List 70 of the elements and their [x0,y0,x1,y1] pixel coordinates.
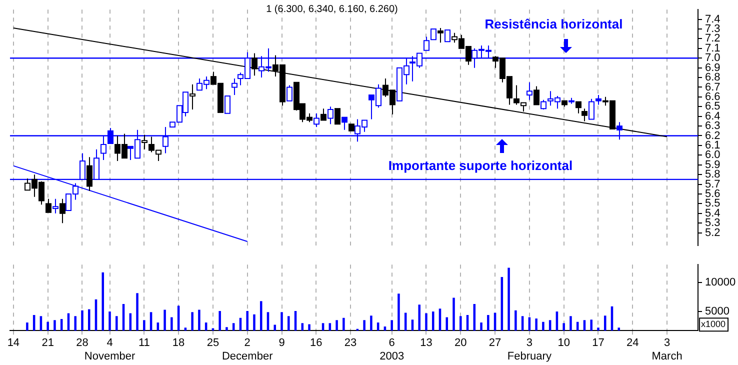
x-tick-label: 20 [454,337,467,350]
x-tick-label: 14 [7,337,20,350]
candlestick [596,94,602,106]
candlestick [342,116,348,130]
candlestick [430,28,436,40]
y-tick-label: 7.2 [705,32,720,45]
y-tick-label: 5.3 [705,217,720,230]
y-tick-label: 7.1 [705,42,720,54]
candlestick [46,198,52,213]
candlestick [540,99,546,110]
x-tick-label: 18 [172,337,185,350]
candlestick [582,108,588,122]
x-tick-label: 3 March [652,337,682,362]
y-tick-label: 6.4 [705,110,720,122]
candlestick [52,198,58,214]
y-axis-title: x1000 [701,319,726,330]
x-tick-label: 28 [76,337,88,350]
y-tick-label: 6.9 [705,62,720,74]
annotation: Importante suporte horizontal [388,158,573,173]
y-tick-label: 5.7 [705,178,720,190]
x-tick-label: 10 [558,337,570,350]
candlestick [224,95,230,114]
candlestick [60,198,66,224]
candlestick [86,156,92,192]
candlestick [588,98,594,120]
x-tick-label: 9 [278,337,285,350]
candlestick [232,78,238,96]
y-tick-label: 6.0 [705,149,720,162]
candlestick [534,86,540,106]
candlestick [334,108,340,125]
y-tick-label: 5.9 [705,158,720,171]
candlestick [286,84,292,102]
y-tick-label: 6.3 [705,120,720,132]
x-tick-label: 3 February [507,337,552,362]
candlestick [424,36,430,51]
chart-title: 1 (6.300, 6.340, 6.160, 6.260) [266,4,398,15]
candlestick [314,112,320,128]
y-tick-label: 6.6 [705,90,720,103]
x-tick-label: 21 [42,337,54,350]
y-tick-label: 10000 [705,276,736,288]
x-tick-label: 17 [592,337,604,350]
x-tick-label: 16 [310,337,322,350]
x-tick-label: 6 2003 [380,337,404,362]
y-tick-label: 6.1 [705,139,720,152]
y-tick-label: 6.5 [705,100,720,113]
y-tick-label: 5.4 [705,207,720,220]
x-tick-label: 24 [626,337,639,350]
y-tick-label: 6.8 [705,72,720,84]
x-tick-label: 2 December [222,337,274,362]
candlestick [526,82,532,100]
y-tick-label: 5.2 [705,226,720,239]
candlestick [252,52,258,76]
x-tick-label: 27 [488,337,502,350]
candlestick [576,101,582,114]
y-tick-label: 7.0 [705,52,720,64]
y-tick-label: 5.6 [705,188,720,200]
x-tick-label: 13 [420,337,432,350]
x-tick-label: 25 [206,337,220,350]
y-tick-label: 5.5 [705,198,720,210]
candlestick [320,108,326,121]
y-tick-label: 6.7 [705,81,720,94]
y-tick-label: 6.2 [705,130,720,142]
annotation: Resistência horizontal [484,16,623,32]
y-tick-label: 5000 [705,305,730,318]
candlestick [438,28,444,44]
y-tick-label: 5.8 [705,168,720,181]
candlestick [328,106,334,125]
x-tick-label: 23 [344,337,357,350]
y-tick-label: 7.4 [705,13,720,26]
x-tick-label: 11 [138,337,150,350]
